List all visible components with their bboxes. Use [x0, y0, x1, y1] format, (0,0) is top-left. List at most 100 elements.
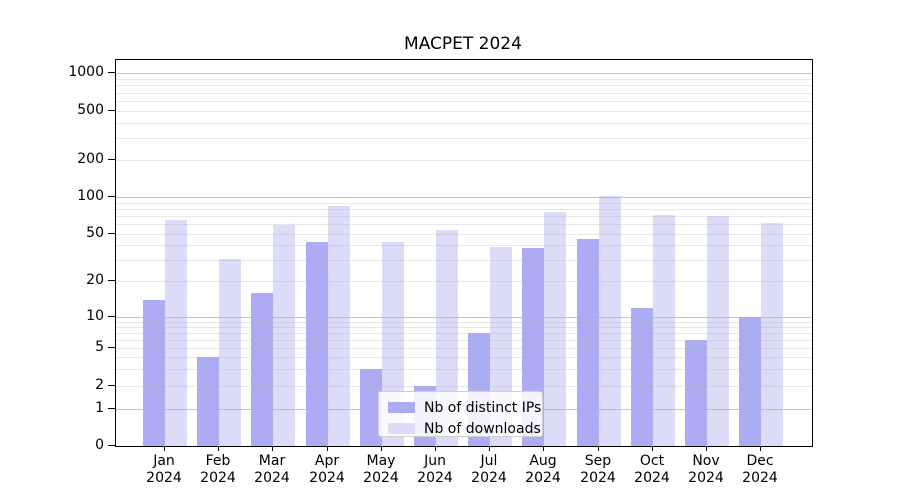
gridline-minor — [116, 322, 812, 323]
x-tick — [652, 446, 653, 451]
x-tick — [164, 446, 165, 451]
y-tick — [108, 159, 115, 160]
gridline-minor — [116, 327, 812, 328]
bar-downloads-sep — [598, 196, 621, 446]
x-tick-label: Nov 2024 — [688, 453, 724, 486]
gridline-minor — [116, 79, 812, 80]
bar-ips-nov — [685, 339, 707, 446]
bar-ips-may — [359, 369, 382, 446]
gridline-minor — [116, 93, 812, 94]
bar-downloads-dec — [761, 223, 784, 446]
gridline-minor — [116, 209, 812, 210]
bar-downloads-aug — [544, 212, 567, 446]
x-tick-label: May 2024 — [363, 453, 399, 486]
x-tick-label: Oct 2024 — [634, 453, 670, 486]
gridline-minor — [116, 386, 812, 387]
y-tick — [108, 280, 115, 281]
legend-label-downloads: Nb of downloads — [424, 420, 541, 437]
y-tick-label: 500 — [77, 102, 104, 118]
bar-downloads-oct — [652, 214, 675, 446]
bar-ips-apr — [305, 241, 328, 446]
y-tick — [108, 445, 115, 446]
gridline-minor — [116, 348, 812, 349]
gridline-minor — [116, 203, 812, 204]
gridline-major — [116, 197, 812, 198]
legend-item-distinct-ips: Nb of distinct IPs — [388, 397, 542, 418]
gridline-major — [116, 317, 812, 318]
x-tick-label: Apr 2024 — [309, 453, 345, 486]
y-tick — [108, 233, 115, 234]
gridline-minor — [116, 369, 812, 370]
x-tick — [435, 446, 436, 451]
x-tick-label: Aug 2024 — [525, 453, 561, 486]
y-tick — [108, 110, 115, 111]
x-tick-label: Jun 2024 — [417, 453, 453, 486]
x-tick-label: Jul 2024 — [471, 453, 507, 486]
y-tick-label: 1000 — [68, 64, 104, 80]
x-tick-label: Mar 2024 — [254, 453, 290, 486]
x-tick — [327, 446, 328, 451]
gridline-minor — [116, 260, 812, 261]
x-tick-label: Dec 2024 — [742, 453, 778, 486]
y-tick — [108, 72, 115, 73]
y-tick — [108, 196, 115, 197]
legend-item-downloads: Nb of downloads — [388, 418, 542, 439]
bar-downloads-jan — [165, 220, 187, 446]
x-tick-label: Jan 2024 — [146, 453, 182, 486]
y-tick-label: 50 — [86, 225, 104, 241]
gridline-minor — [116, 224, 812, 225]
legend: Nb of distinct IPs Nb of downloads — [378, 391, 543, 437]
gridline-minor — [116, 245, 812, 246]
y-tick — [108, 316, 115, 317]
plot-area — [115, 59, 813, 447]
y-tick-label: 0 — [95, 437, 104, 453]
x-tick — [218, 446, 219, 451]
bar-downloads-nov — [707, 216, 729, 446]
y-tick-label: 200 — [77, 151, 104, 167]
y-tick-label: 10 — [86, 308, 104, 324]
x-tick — [706, 446, 707, 451]
gridline-minor — [116, 138, 812, 139]
legend-swatch-ips-icon — [388, 402, 415, 413]
bar-ips-mar — [251, 292, 274, 446]
gridline-minor — [116, 101, 812, 102]
gridline-minor — [116, 333, 812, 334]
x-tick — [489, 446, 490, 451]
y-tick — [108, 385, 115, 386]
y-tick-label: 20 — [86, 272, 104, 288]
gridline-minor — [116, 234, 812, 235]
gridline-major — [116, 73, 812, 74]
x-tick-label: Sep 2024 — [580, 453, 616, 486]
x-tick — [760, 446, 761, 451]
x-tick-label: Feb 2024 — [200, 453, 236, 486]
gridline-minor — [116, 216, 812, 217]
chart-title: MACPET 2024 — [404, 34, 522, 54]
x-tick — [543, 446, 544, 451]
gridline-minor — [116, 85, 812, 86]
y-tick-label: 100 — [77, 188, 104, 204]
y-tick — [108, 347, 115, 348]
gridline-minor — [116, 340, 812, 341]
gridline-minor — [116, 281, 812, 282]
legend-label-ips: Nb of distinct IPs — [424, 399, 542, 416]
bar-downloads-mar — [273, 225, 296, 446]
y-tick-label: 2 — [95, 377, 104, 393]
bar-ips-oct — [630, 307, 653, 446]
bar-downloads-feb — [219, 258, 242, 446]
gridline-minor — [116, 123, 812, 124]
gridline-minor — [116, 160, 812, 161]
gridline-minor — [116, 111, 812, 112]
legend-swatch-downloads-icon — [388, 423, 415, 434]
x-tick — [272, 446, 273, 451]
bar-ips-sep — [576, 239, 599, 446]
y-tick-label: 5 — [95, 339, 104, 355]
x-tick — [381, 446, 382, 451]
bar-downloads-apr — [327, 205, 350, 446]
y-tick — [108, 408, 115, 409]
bar-ips-dec — [739, 317, 762, 446]
y-tick-label: 1 — [95, 400, 104, 416]
bar-ips-feb — [197, 357, 220, 446]
x-tick — [598, 446, 599, 451]
gridline-minor — [116, 357, 812, 358]
